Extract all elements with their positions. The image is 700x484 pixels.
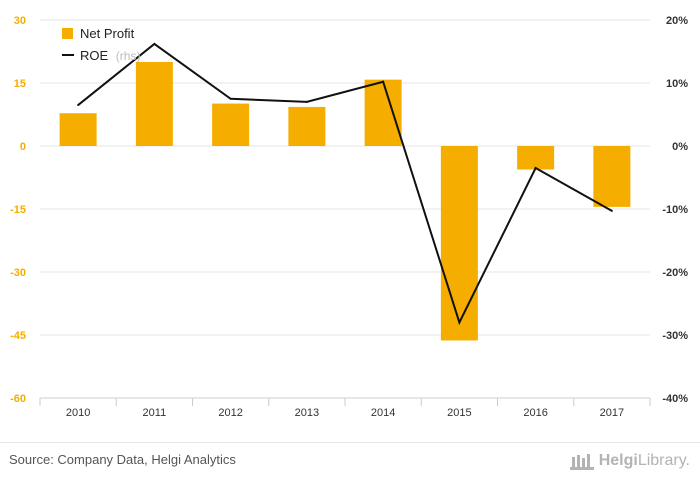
x-tick-label-2012: 2012 — [218, 407, 242, 419]
x-tick-label-2015: 2015 — [447, 407, 471, 419]
left-tick-label: 0 — [20, 141, 26, 153]
legend-label-roe: ROE (rhs) — [80, 48, 140, 63]
left-tick-label: 30 — [14, 15, 26, 27]
roe-point-2010 — [77, 104, 80, 107]
left-tick-label: 15 — [14, 78, 26, 90]
roe-line-series — [77, 42, 613, 326]
gridlines — [40, 19, 650, 399]
left-tick-label: -30 — [10, 267, 26, 279]
x-axis: 2010 2011 2012 2013 2014 2015 2016 2017 — [39, 397, 651, 419]
bar-2016 — [517, 146, 555, 170]
right-tick-label: 20% — [666, 15, 688, 27]
x-tick-label-2011: 2011 — [143, 407, 167, 419]
legend: Net Profit ROE (rhs) — [62, 26, 140, 63]
right-tick-label: -10% — [662, 204, 688, 216]
roe-point-2017 — [610, 209, 613, 212]
logo-text-helgi: Helgi — [598, 452, 638, 469]
bar-2013 — [288, 106, 326, 146]
left-axis: 30 15 0 -15 -30 -45 -60 — [10, 15, 26, 405]
left-tick-label: -15 — [10, 204, 26, 216]
bar-2011 — [135, 62, 173, 146]
logo-text: HelgiLibrary. — [599, 452, 690, 470]
legend-label-roe-name: ROE — [80, 48, 109, 63]
roe-point-2011 — [153, 42, 156, 45]
roe-point-2016 — [534, 167, 537, 170]
roe-point-2012 — [229, 97, 232, 100]
legend-swatch-net-profit — [62, 28, 73, 39]
roe-point-2015 — [458, 321, 461, 324]
legend-label-net-profit: Net Profit — [80, 26, 135, 41]
x-tick-label-2014: 2014 — [371, 407, 395, 419]
bar-2017 — [593, 146, 631, 207]
x-tick-label-2016: 2016 — [523, 407, 547, 419]
bar-2010 — [59, 113, 97, 146]
logo-text-library: Library. — [637, 452, 690, 469]
legend-label-roe-suffix: (rhs) — [116, 49, 141, 63]
footer: Source: Company Data, Helgi Analytics He… — [0, 442, 700, 484]
bar-2014 — [364, 79, 402, 146]
right-tick-label: -30% — [662, 330, 688, 342]
left-tick-label: -60 — [10, 393, 26, 405]
chart: 30 15 0 -15 -30 -45 -60 20% 10% 0% -10% -20% -30% -4… — [10, 15, 688, 419]
roe-point-2014 — [382, 80, 385, 83]
right-axis: 20% 10% 0% -10% -20% -30% -40% — [662, 15, 688, 405]
source-note: Source: Company Data, Helgi Analytics — [9, 452, 236, 467]
library-building-icon — [569, 454, 594, 470]
bar-2015 — [440, 146, 478, 341]
right-tick-label: -20% — [662, 267, 688, 279]
x-tick-label-2010: 2010 — [66, 407, 90, 419]
x-tick-label-2017: 2017 — [600, 407, 624, 419]
left-tick-label: -45 — [10, 330, 26, 342]
x-tick-label-2013: 2013 — [295, 407, 319, 419]
right-tick-label: -40% — [662, 393, 688, 405]
right-tick-label: 0% — [672, 141, 688, 153]
helgi-library-logo: HelgiLibrary. — [569, 449, 690, 473]
right-tick-label: 10% — [666, 78, 688, 90]
roe-point-2013 — [305, 100, 308, 103]
bar-2012 — [212, 103, 250, 146]
roe-line — [77, 42, 613, 326]
net-profit-bars — [59, 62, 631, 341]
